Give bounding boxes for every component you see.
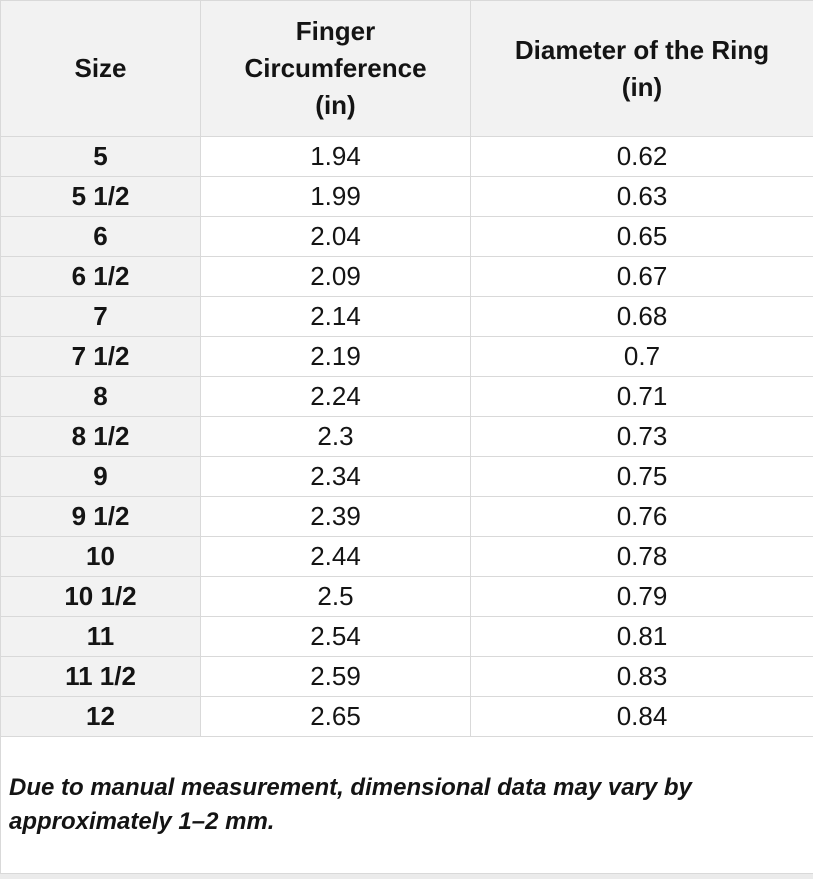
size-cell: 9 1/2 <box>0 496 201 537</box>
size-cell: 6 1/2 <box>0 256 201 297</box>
diameter-cell: 0.75 <box>470 456 813 497</box>
table-row: 8 2.24 0.71 <box>0 376 813 417</box>
size-cell: 10 <box>0 536 201 577</box>
diameter-cell: 0.78 <box>470 536 813 577</box>
table-row: 7 1/2 2.19 0.7 <box>0 336 813 377</box>
diameter-cell: 0.71 <box>470 376 813 417</box>
table-row: 10 1/2 2.5 0.79 <box>0 576 813 617</box>
column-header-ring-diameter: Diameter of the Ring (in) <box>470 0 813 137</box>
note-row: Due to manual measurement, dimensional d… <box>0 736 813 874</box>
table-row: 6 2.04 0.65 <box>0 216 813 257</box>
diameter-cell: 0.81 <box>470 616 813 657</box>
table-row: 8 1/2 2.3 0.73 <box>0 416 813 457</box>
circumference-cell: 2.39 <box>200 496 471 537</box>
size-cell: 8 <box>0 376 201 417</box>
table-row: 5 1.94 0.62 <box>0 136 813 177</box>
column-header-finger-circumference: Finger Circumference (in) <box>200 0 471 137</box>
circumference-cell: 2.19 <box>200 336 471 377</box>
circumference-cell: 2.65 <box>200 696 471 737</box>
column-header-size: Size <box>0 0 201 137</box>
size-cell: 7 <box>0 296 201 337</box>
table-row: 11 1/2 2.59 0.83 <box>0 656 813 697</box>
diameter-cell: 0.76 <box>470 496 813 537</box>
circumference-cell: 2.09 <box>200 256 471 297</box>
circumference-cell: 2.34 <box>200 456 471 497</box>
circumference-cell: 1.94 <box>200 136 471 177</box>
size-cell: 5 1/2 <box>0 176 201 217</box>
diameter-cell: 0.67 <box>470 256 813 297</box>
size-cell: 8 1/2 <box>0 416 201 457</box>
size-cell: 11 <box>0 616 201 657</box>
table-row: 10 2.44 0.78 <box>0 536 813 577</box>
diameter-cell: 0.73 <box>470 416 813 457</box>
diameter-cell: 0.65 <box>470 216 813 257</box>
circumference-cell: 2.44 <box>200 536 471 577</box>
measurement-note: Due to manual measurement, dimensional d… <box>0 736 813 874</box>
diameter-cell: 0.62 <box>470 136 813 177</box>
circumference-cell: 2.04 <box>200 216 471 257</box>
diameter-cell: 0.84 <box>470 696 813 737</box>
size-cell: 11 1/2 <box>0 656 201 697</box>
circumference-cell: 2.5 <box>200 576 471 617</box>
size-cell: 7 1/2 <box>0 336 201 377</box>
diameter-cell: 0.63 <box>470 176 813 217</box>
size-cell: 5 <box>0 136 201 177</box>
table-row: 12 2.65 0.84 <box>0 696 813 737</box>
header-row: Size Finger Circumference (in) Diameter … <box>0 0 813 137</box>
diameter-cell: 0.7 <box>470 336 813 377</box>
size-cell: 6 <box>0 216 201 257</box>
table-row: 5 1/2 1.99 0.63 <box>0 176 813 217</box>
table-row: 6 1/2 2.09 0.67 <box>0 256 813 297</box>
diameter-cell: 0.79 <box>470 576 813 617</box>
circumference-cell: 2.24 <box>200 376 471 417</box>
size-cell: 9 <box>0 456 201 497</box>
diameter-cell: 0.68 <box>470 296 813 337</box>
table-row: 9 2.34 0.75 <box>0 456 813 497</box>
table-row: 9 1/2 2.39 0.76 <box>0 496 813 537</box>
diameter-cell: 0.83 <box>470 656 813 697</box>
circumference-cell: 1.99 <box>200 176 471 217</box>
size-cell: 10 1/2 <box>0 576 201 617</box>
circumference-cell: 2.59 <box>200 656 471 697</box>
table-row: 7 2.14 0.68 <box>0 296 813 337</box>
circumference-cell: 2.54 <box>200 616 471 657</box>
size-cell: 12 <box>0 696 201 737</box>
circumference-cell: 2.14 <box>200 296 471 337</box>
table-row: 11 2.54 0.81 <box>0 616 813 657</box>
circumference-cell: 2.3 <box>200 416 471 457</box>
